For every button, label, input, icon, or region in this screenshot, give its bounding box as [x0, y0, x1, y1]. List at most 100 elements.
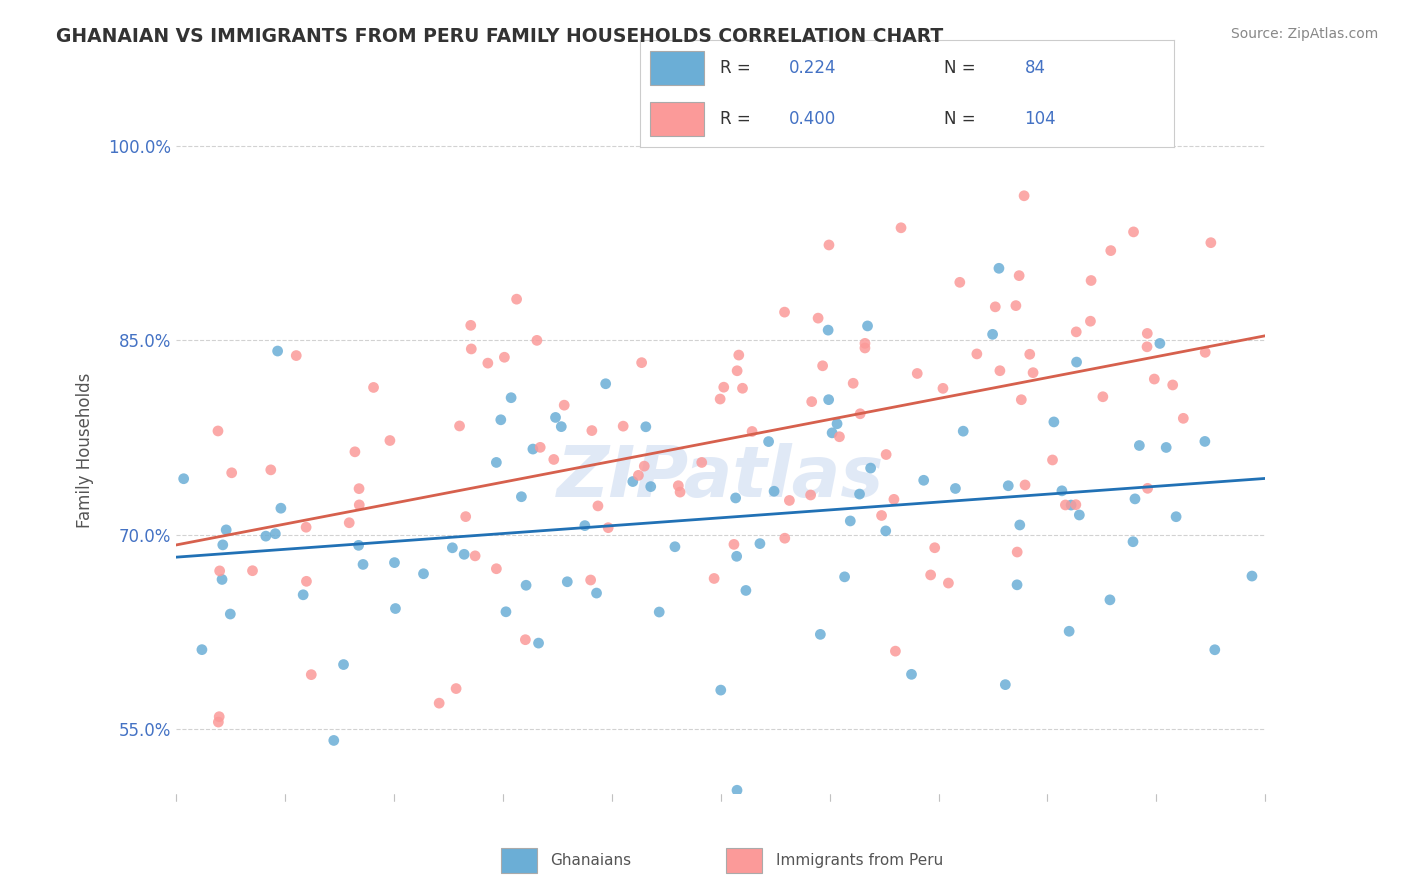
Immigrants from Peru — [553, 398, 575, 412]
Ghanaians — [266, 344, 288, 359]
Ghanaians — [489, 413, 512, 427]
Ghanaians — [515, 578, 537, 592]
Immigrants from Peru — [260, 463, 283, 477]
Ghanaians — [522, 442, 544, 456]
Ghanaians — [763, 484, 786, 499]
Immigrants from Peru — [1064, 498, 1087, 512]
Immigrants from Peru — [349, 498, 371, 512]
Text: GHANAIAN VS IMMIGRANTS FROM PERU FAMILY HOUSEHOLDS CORRELATION CHART: GHANAIAN VS IMMIGRANTS FROM PERU FAMILY … — [56, 27, 943, 45]
Immigrants from Peru — [427, 696, 450, 710]
Immigrants from Peru — [890, 220, 912, 235]
Immigrants from Peru — [612, 419, 634, 434]
Ghanaians — [1005, 578, 1028, 592]
Ghanaians — [555, 574, 578, 589]
Ghanaians — [664, 540, 686, 554]
Ghanaians — [574, 518, 596, 533]
FancyBboxPatch shape — [501, 848, 537, 873]
Immigrants from Peru — [494, 351, 516, 365]
Immigrants from Peru — [853, 341, 876, 355]
Immigrants from Peru — [883, 492, 905, 507]
Ghanaians — [724, 491, 747, 505]
Ghanaians — [1149, 336, 1171, 351]
Ghanaians — [1164, 509, 1187, 524]
Ghanaians — [495, 605, 517, 619]
Immigrants from Peru — [485, 562, 508, 576]
Immigrants from Peru — [627, 468, 650, 483]
Ghanaians — [292, 588, 315, 602]
Ghanaians — [550, 419, 572, 434]
Ghanaians — [981, 327, 1004, 342]
Ghanaians — [332, 657, 354, 672]
Ghanaians — [821, 425, 844, 440]
Immigrants from Peru — [207, 424, 229, 438]
Immigrants from Peru — [207, 714, 229, 729]
Ghanaians — [254, 529, 277, 543]
Immigrants from Peru — [598, 521, 620, 535]
Immigrants from Peru — [731, 381, 754, 395]
Ghanaians — [912, 473, 935, 487]
Ghanaians — [441, 541, 464, 555]
Immigrants from Peru — [295, 520, 318, 534]
Ghanaians — [817, 392, 839, 407]
Immigrants from Peru — [1143, 372, 1166, 386]
Immigrants from Peru — [778, 493, 800, 508]
Immigrants from Peru — [773, 305, 796, 319]
Ghanaians — [725, 549, 748, 564]
Immigrants from Peru — [938, 576, 960, 591]
Ghanaians — [748, 536, 770, 550]
Ghanaians — [1128, 438, 1150, 452]
Text: Ghanaians: Ghanaians — [551, 854, 631, 868]
Ghanaians — [501, 391, 523, 405]
Immigrants from Peru — [526, 334, 548, 348]
Immigrants from Peru — [1122, 225, 1144, 239]
Immigrants from Peru — [905, 367, 928, 381]
Immigrants from Peru — [1173, 411, 1195, 425]
Ghanaians — [1060, 498, 1083, 512]
Immigrants from Peru — [1005, 299, 1028, 313]
Y-axis label: Family Households: Family Households — [76, 373, 94, 528]
Ghanaians — [264, 526, 287, 541]
Immigrants from Peru — [713, 380, 735, 394]
Immigrants from Peru — [920, 568, 942, 582]
Immigrants from Peru — [347, 482, 370, 496]
Immigrants from Peru — [444, 681, 467, 696]
Ghanaians — [825, 417, 848, 431]
Immigrants from Peru — [460, 318, 482, 333]
Immigrants from Peru — [807, 311, 830, 326]
Immigrants from Peru — [669, 485, 692, 500]
Ghanaians — [211, 538, 233, 552]
Ghanaians — [725, 783, 748, 797]
Immigrants from Peru — [690, 455, 713, 469]
Immigrants from Peru — [543, 452, 565, 467]
Immigrants from Peru — [477, 356, 499, 370]
Immigrants from Peru — [828, 430, 851, 444]
Ghanaians — [347, 538, 370, 552]
Immigrants from Peru — [884, 644, 907, 658]
Immigrants from Peru — [242, 564, 264, 578]
Ghanaians — [1240, 569, 1263, 583]
Immigrants from Peru — [579, 573, 602, 587]
Text: R =: R = — [720, 111, 756, 128]
Immigrants from Peru — [1161, 378, 1184, 392]
Ghanaians — [211, 573, 233, 587]
Immigrants from Peru — [870, 508, 893, 523]
Immigrants from Peru — [1136, 340, 1159, 354]
Immigrants from Peru — [1054, 498, 1077, 512]
Text: 104: 104 — [1025, 111, 1056, 128]
Immigrants from Peru — [1064, 325, 1087, 339]
Ghanaians — [352, 558, 374, 572]
Immigrants from Peru — [1136, 481, 1159, 495]
Ghanaians — [219, 607, 242, 621]
Ghanaians — [453, 547, 475, 561]
Ghanaians — [510, 490, 533, 504]
Immigrants from Peru — [1136, 326, 1159, 341]
Immigrants from Peru — [924, 541, 946, 555]
Immigrants from Peru — [208, 709, 231, 723]
Immigrants from Peru — [932, 381, 955, 395]
Ghanaians — [648, 605, 671, 619]
Ghanaians — [544, 410, 567, 425]
Ghanaians — [322, 733, 344, 747]
Text: R =: R = — [720, 59, 756, 77]
FancyBboxPatch shape — [651, 103, 704, 136]
Ghanaians — [848, 487, 870, 501]
